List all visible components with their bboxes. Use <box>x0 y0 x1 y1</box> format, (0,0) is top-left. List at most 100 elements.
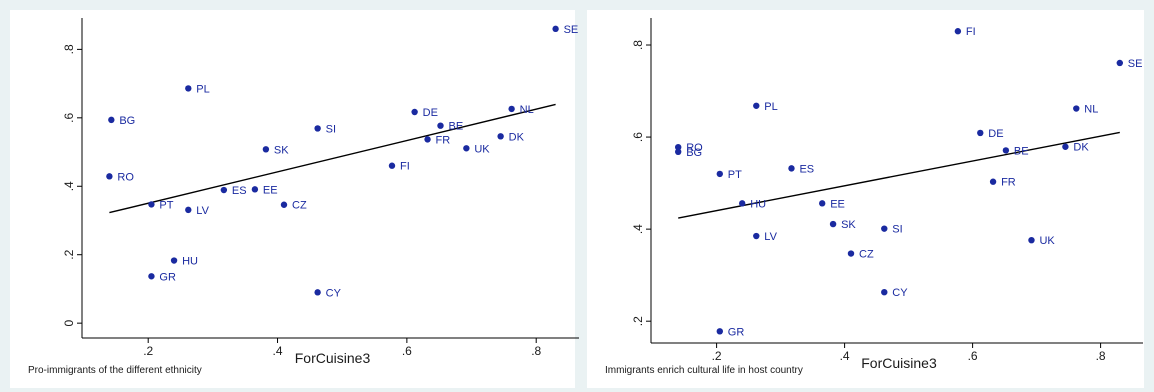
point-label: FR <box>1001 177 1016 189</box>
data-point-pt <box>148 201 155 208</box>
point-label: PT <box>728 169 742 181</box>
y-tick-label: .8 <box>631 40 645 50</box>
point-label: PL <box>196 83 209 95</box>
data-point-gr <box>148 273 155 280</box>
point-label: HU <box>750 198 766 210</box>
data-point-si <box>881 225 888 232</box>
data-point-be <box>1002 147 1010 154</box>
data-point-cz <box>847 250 855 257</box>
point-label: NL <box>520 104 534 116</box>
data-point-sk <box>262 146 270 153</box>
data-point-bg <box>108 116 115 124</box>
point-label: DE <box>988 128 1003 140</box>
data-point-cz <box>280 201 288 208</box>
point-label: RO <box>117 171 134 183</box>
point-label: UK <box>1039 235 1055 247</box>
x-axis-title: ForCuisine3 <box>295 350 371 366</box>
point-label: NL <box>1084 104 1098 116</box>
data-point-gr <box>716 328 723 335</box>
data-point-sk <box>829 220 837 228</box>
data-point-fr <box>424 136 431 143</box>
y-tick-label: .6 <box>62 112 76 122</box>
point-label: SK <box>274 144 289 156</box>
right-panel: .2 .4 .6 .8 .2 .4 .6 .8 ForCuisine3 Immigrants en… <box>587 10 1144 388</box>
y-tick-label: .2 <box>62 249 76 259</box>
data-point-cy <box>881 288 888 296</box>
x-tick-label: .8 <box>531 344 541 358</box>
data-point-lv <box>185 206 192 214</box>
data-point-dk <box>497 133 504 140</box>
plot-area <box>10 10 575 388</box>
data-point-cy <box>314 289 321 296</box>
point-label: CZ <box>859 249 874 261</box>
point-label: LV <box>196 205 209 217</box>
point-label: FI <box>400 161 410 173</box>
point-label: SI <box>892 224 902 236</box>
x-tick-label: .2 <box>712 349 722 363</box>
data-point-ro <box>675 144 682 151</box>
point-label: BE <box>448 121 463 133</box>
data-point-es <box>788 165 795 172</box>
x-tick-label: .6 <box>402 344 412 358</box>
data-point-se <box>552 25 559 33</box>
data-point-se <box>1116 59 1124 67</box>
data-point-fi <box>954 28 962 35</box>
point-label: DK <box>1073 142 1089 154</box>
data-point-hu <box>739 200 746 207</box>
point-label: UK <box>474 143 490 155</box>
point-label: FR <box>436 134 451 146</box>
data-point-pl <box>753 102 760 109</box>
y-tick-label: .4 <box>631 224 645 234</box>
point-label: SI <box>326 123 336 135</box>
point-label: ES <box>799 163 814 175</box>
x-tick-label: .6 <box>968 349 978 363</box>
point-label: SE <box>564 24 579 36</box>
point-label: SE <box>1128 58 1143 70</box>
data-point-si <box>314 125 321 132</box>
plot-area <box>587 10 1144 388</box>
point-label: LV <box>764 231 777 243</box>
fitted-line <box>109 103 556 214</box>
data-point-fi <box>388 162 396 169</box>
point-label: RO <box>686 142 703 154</box>
point-label: PL <box>764 101 777 113</box>
y-tick-label: .4 <box>62 181 76 191</box>
point-label: CY <box>892 287 908 299</box>
x-tick-label: .4 <box>840 349 850 363</box>
y-tick-label: 0 <box>62 319 76 326</box>
data-point-dk <box>1062 143 1069 150</box>
point-label: DK <box>509 131 525 143</box>
left-panel: 0 .2 .4 .6 .8 .2 .4 .6 .8 ForCuisine3 Pro-immigran… <box>10 10 579 388</box>
point-label: FI <box>966 26 976 38</box>
data-point-hu <box>170 257 178 264</box>
data-point-bg <box>675 148 682 156</box>
data-point-pl <box>185 85 192 92</box>
data-point-de <box>977 129 984 137</box>
data-point-lv <box>753 232 760 240</box>
point-label: DE <box>423 107 438 119</box>
point-label: EE <box>830 198 845 210</box>
point-label: CZ <box>292 200 307 212</box>
x-tick-label: .4 <box>273 344 283 358</box>
fitted-line <box>678 131 1120 219</box>
point-label: BG <box>686 147 702 159</box>
data-point-pt <box>716 170 723 178</box>
data-point-fr <box>989 178 997 185</box>
point-label: CY <box>326 287 342 299</box>
x-tick-label: .2 <box>143 344 153 358</box>
data-point-uk <box>1028 236 1035 244</box>
data-point-uk <box>463 145 470 152</box>
data-point-nl <box>508 105 515 113</box>
data-point-ee <box>819 200 826 207</box>
point-label: GR <box>159 271 176 283</box>
data-point-es <box>220 186 228 194</box>
data-point-ro <box>106 173 113 180</box>
point-label: EE <box>263 184 278 196</box>
y-tick-label: .8 <box>62 44 76 54</box>
point-label: SK <box>841 219 856 231</box>
panel-caption: Pro-immigrants of the different ethnicit… <box>28 365 202 376</box>
point-label: HU <box>182 256 198 268</box>
y-tick-label: .2 <box>631 316 645 326</box>
data-point-be <box>437 122 444 129</box>
